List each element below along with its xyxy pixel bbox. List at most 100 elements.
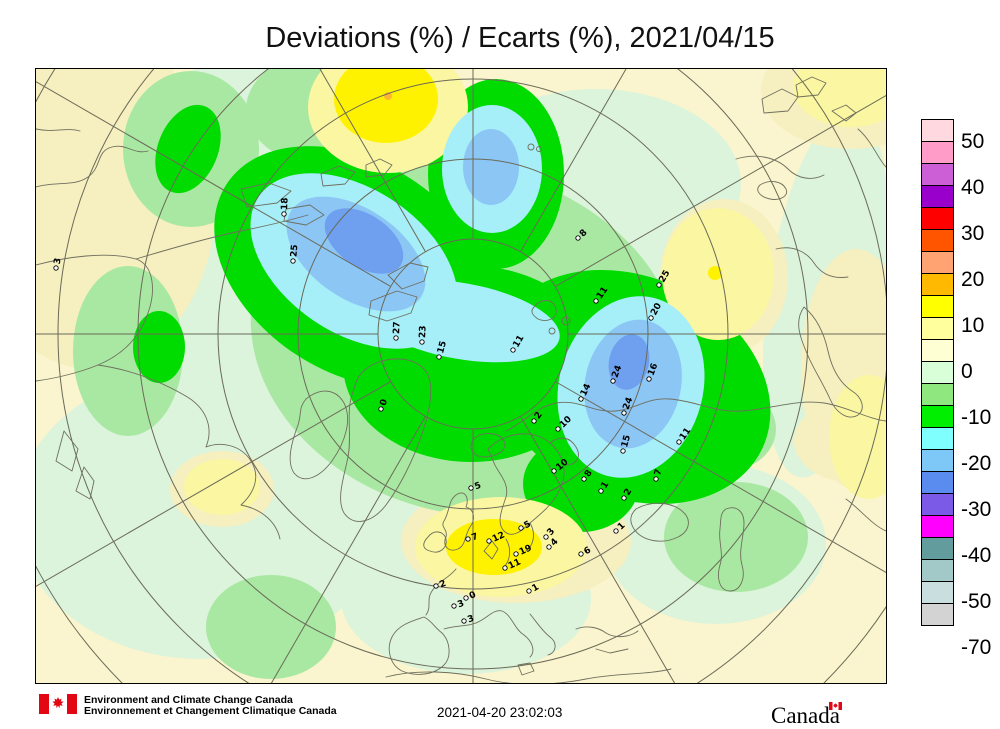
svg-text:25: 25 bbox=[289, 244, 300, 257]
station-marker: 4 bbox=[546, 537, 561, 550]
colorbar-cell bbox=[921, 295, 954, 318]
station-marker: 8 bbox=[581, 468, 595, 482]
colorbar-cell bbox=[921, 163, 954, 186]
svg-text:2: 2 bbox=[623, 487, 635, 497]
station-marker: 18 bbox=[280, 197, 291, 217]
station-marker: 2 bbox=[621, 487, 635, 501]
svg-text:2: 2 bbox=[438, 579, 447, 591]
longitude-line bbox=[520, 416, 676, 683]
station-marker: 27 bbox=[392, 321, 403, 341]
svg-text:11: 11 bbox=[507, 557, 523, 571]
agency-line-fr: Environnement et Changement Climatique C… bbox=[84, 704, 337, 717]
svg-text:3: 3 bbox=[456, 599, 465, 611]
colorbar-cells bbox=[921, 119, 954, 626]
colorbar-cell bbox=[921, 427, 954, 450]
longitude-line bbox=[36, 81, 391, 287]
svg-text:15: 15 bbox=[620, 434, 633, 449]
colorbar-tick-label: 0 bbox=[961, 360, 973, 383]
svg-text:5: 5 bbox=[522, 519, 532, 531]
svg-text:23: 23 bbox=[418, 325, 428, 338]
colorbar-tick-label: 30 bbox=[961, 222, 985, 245]
canada-flag-icon bbox=[39, 694, 77, 719]
station-marker: 2 bbox=[433, 579, 448, 591]
agency-name: Environment and Climate Change Canada En… bbox=[84, 695, 337, 716]
station-marker: 3 bbox=[451, 599, 466, 611]
station-marker: 5 bbox=[468, 481, 483, 492]
colorbar-tick-label: -20 bbox=[961, 452, 992, 475]
svg-text:24: 24 bbox=[622, 396, 636, 411]
station-marker: 23 bbox=[418, 325, 429, 345]
colorbar-tick-label: 10 bbox=[961, 314, 985, 337]
wordmark-flag-icon bbox=[829, 697, 842, 715]
longitude-line bbox=[319, 69, 426, 252]
colorbar-cell bbox=[921, 405, 954, 428]
colorbar-tick-label: -10 bbox=[961, 406, 992, 429]
svg-text:8: 8 bbox=[578, 228, 590, 240]
station-marker: 19 bbox=[513, 543, 534, 558]
deviation-regions bbox=[36, 69, 886, 683]
svg-text:3: 3 bbox=[546, 527, 558, 538]
coastlines bbox=[36, 76, 886, 683]
colorbar-cell bbox=[921, 537, 954, 560]
station-marker: 7 bbox=[653, 468, 664, 482]
svg-text:16: 16 bbox=[647, 362, 661, 377]
station-marker: 24 bbox=[621, 396, 636, 416]
svg-text:3: 3 bbox=[53, 257, 64, 265]
svg-text:7: 7 bbox=[653, 468, 664, 477]
timestamp: 2021-04-20 23:02:03 bbox=[437, 705, 563, 720]
station-marker: 24 bbox=[610, 364, 625, 384]
colorbar-cell bbox=[921, 273, 954, 296]
svg-text:2: 2 bbox=[533, 410, 545, 421]
station-marker: 1 bbox=[526, 582, 541, 594]
longitude-line bbox=[270, 416, 426, 683]
station-marker: 0 bbox=[378, 398, 390, 412]
colorbar-tick-label: 20 bbox=[961, 268, 985, 291]
station-marker: 8 bbox=[575, 228, 590, 241]
longitude-line bbox=[555, 381, 886, 574]
longitude-line bbox=[520, 69, 627, 252]
svg-text:8: 8 bbox=[583, 468, 595, 479]
graticule bbox=[36, 69, 886, 683]
station-marker: 1 bbox=[613, 521, 628, 534]
colorbar-cell bbox=[921, 339, 954, 362]
agency-line-en: Environment and Climate Change Canada bbox=[84, 694, 293, 706]
colorbar-cell bbox=[921, 185, 954, 208]
colorbar-cell bbox=[921, 493, 954, 516]
station-marker: 3 bbox=[543, 527, 558, 540]
longitude-line bbox=[555, 94, 886, 287]
colorbar-tick-label: -40 bbox=[961, 544, 992, 567]
colorbar-tick-label: 50 bbox=[961, 130, 985, 153]
page-title: Deviations (%) / Ecarts (%), 2021/04/15 bbox=[265, 22, 775, 54]
svg-text:1: 1 bbox=[600, 480, 612, 490]
colorbar-cell bbox=[921, 207, 954, 230]
colorbar-tick-label: -50 bbox=[961, 590, 992, 613]
colorbar-tick-label: -70 bbox=[961, 636, 992, 659]
svg-text:12: 12 bbox=[491, 530, 507, 544]
colorbar-cell bbox=[921, 141, 954, 164]
svg-text:3: 3 bbox=[466, 614, 475, 626]
station-marker: 7 bbox=[465, 532, 480, 544]
colorbar-cell bbox=[921, 449, 954, 472]
deviation-map: 3 18 25 27 23 15 11 0 2 11 20 25 24 16 24 14 10 10 15 8 1 2 7 1… bbox=[35, 68, 887, 684]
svg-text:27: 27 bbox=[392, 321, 402, 334]
colorbar-cell bbox=[921, 383, 954, 406]
colorbar-cell bbox=[921, 119, 954, 142]
svg-text:4: 4 bbox=[549, 537, 561, 549]
footer: Environment and Climate Change Canada En… bbox=[0, 686, 1000, 728]
colorbar-cell bbox=[921, 559, 954, 582]
svg-text:15: 15 bbox=[436, 340, 449, 355]
svg-text:24: 24 bbox=[611, 364, 625, 379]
station-marker: 15 bbox=[436, 340, 449, 360]
station-marker: 0 bbox=[463, 590, 478, 602]
svg-text:1: 1 bbox=[530, 582, 540, 594]
colorbar-cell bbox=[921, 581, 954, 604]
station-marker: 2 bbox=[531, 410, 545, 424]
station-marker: 6 bbox=[578, 545, 593, 557]
station-marker: 1 bbox=[598, 480, 612, 494]
svg-text:7: 7 bbox=[470, 532, 479, 544]
station-marker: 3 bbox=[461, 614, 476, 626]
longitude-line bbox=[36, 381, 391, 587]
